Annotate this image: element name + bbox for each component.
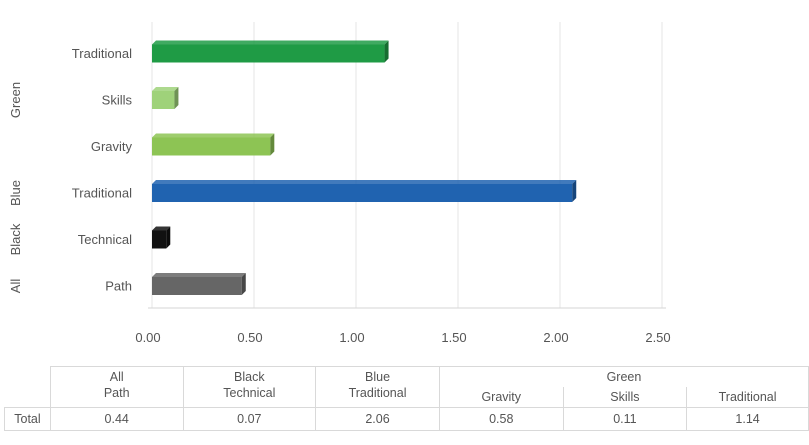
x-tick-label: 2.00	[543, 330, 568, 345]
table-group-blue: Blue	[365, 370, 391, 384]
x-tick-label: 0.00	[135, 330, 160, 345]
table-group-all: All	[109, 370, 124, 384]
category-label: Path	[105, 279, 132, 294]
category-labels: Path Technical Traditional Gravity Skills Tra…	[72, 46, 133, 294]
bar	[152, 273, 246, 295]
group-label: Green	[8, 82, 23, 118]
bars	[152, 40, 577, 295]
category-label: Technical	[78, 232, 132, 247]
x-tick-labels: 0.00 0.50 1.00 1.50 2.00 2.50	[135, 330, 670, 345]
table-cell: 0.07	[182, 407, 317, 431]
table-category-technical: Technical	[223, 386, 276, 400]
bar-chart: Path Technical Traditional Gravity Skills Tra…	[8, 22, 671, 345]
data-table: All Path Black Technical Blue Traditiona…	[4, 366, 809, 431]
category-label: Skills	[102, 93, 133, 108]
bar	[152, 180, 577, 202]
table-category-traditional-blue: Traditional	[348, 386, 407, 400]
x-tick-label: 0.50	[237, 330, 262, 345]
table-row-label: Total	[4, 407, 51, 431]
bar	[152, 133, 275, 156]
bar	[152, 40, 389, 63]
category-label: Gravity	[91, 139, 133, 154]
category-label: Traditional	[72, 46, 132, 61]
table-cell: 2.06	[315, 407, 440, 431]
table-corner	[5, 367, 51, 408]
table-category-traditional-green: Traditional	[686, 387, 809, 408]
table-header-black-technical: Black Technical	[182, 366, 317, 408]
group-label: Blue	[8, 180, 23, 206]
table-cell: 0.58	[438, 407, 564, 431]
table-category-path: Path	[103, 386, 130, 400]
group-label: All	[8, 279, 23, 294]
table-category-gravity: Gravity	[438, 387, 564, 408]
table-cell: 0.11	[562, 407, 688, 431]
table-cell: 1.14	[686, 407, 809, 431]
group-label: Black	[8, 223, 23, 255]
bar	[152, 226, 171, 249]
x-tick-label: 1.00	[339, 330, 364, 345]
group-labels: All Black Blue Green	[8, 82, 23, 293]
table-cell: 0.44	[49, 407, 184, 431]
table-header-blue-traditional: Blue Traditional	[315, 366, 440, 408]
x-tick-label: 1.50	[441, 330, 466, 345]
category-label: Traditional	[72, 186, 132, 201]
table-category-skills: Skills	[562, 387, 688, 408]
table-group-black: Black	[234, 370, 265, 384]
bar	[152, 87, 179, 109]
table-group-green: Green	[438, 366, 809, 387]
table-header-all-path: All Path	[49, 366, 184, 408]
x-tick-label: 2.50	[645, 330, 670, 345]
grid-lines	[148, 22, 666, 309]
